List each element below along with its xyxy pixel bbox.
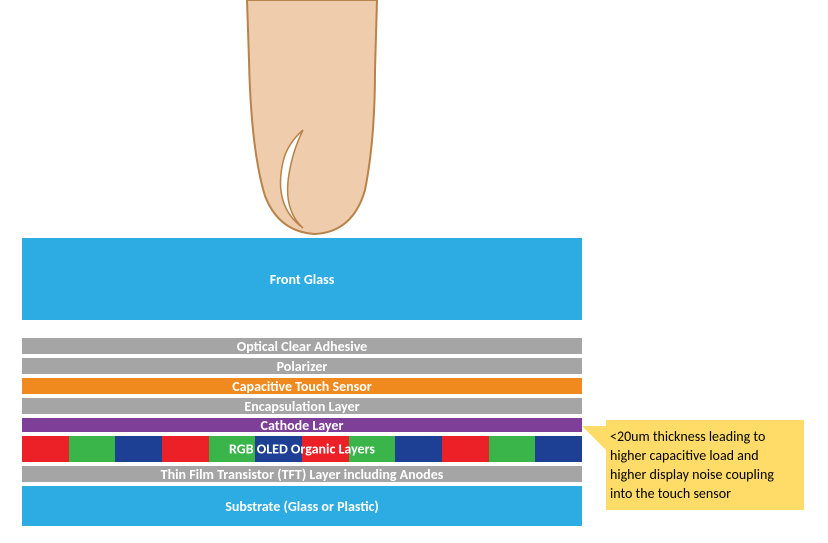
layer-rgb-oled: RGB OLED Organic Layers: [22, 434, 582, 462]
layer-cathode: Cathode Layer: [22, 416, 582, 432]
layer-label: Front Glass: [270, 271, 335, 288]
oled-stack-diagram: Front Glass Optical Clear Adhesive Polar…: [22, 0, 582, 543]
layer-touch-sensor: Capacitive Touch Sensor: [22, 376, 582, 394]
layer-label: Cathode Layer: [261, 417, 344, 434]
layer-front-glass: Front Glass: [22, 238, 582, 320]
layer-substrate: Substrate (Glass or Plastic): [22, 484, 582, 526]
layer-oca: Optical Clear Adhesive: [22, 336, 582, 354]
layer-label: Encapsulation Layer: [244, 398, 359, 415]
layer-tft: Thin Film Transistor (TFT) Layer includi…: [22, 464, 582, 482]
layer-polarizer: Polarizer: [22, 356, 582, 374]
layer-label: Capacitive Touch Sensor: [232, 378, 372, 395]
callout-text: <20um thickness leading to higher capaci…: [610, 428, 794, 504]
thickness-callout: <20um thickness leading to higher capaci…: [582, 420, 804, 510]
layer-encapsulation: Encapsulation Layer: [22, 396, 582, 414]
layer-label: Thin Film Transistor (TFT) Layer includi…: [161, 466, 444, 483]
layer-label: Polarizer: [277, 358, 328, 375]
layer-label: Optical Clear Adhesive: [237, 338, 367, 355]
layer-label: RGB OLED Organic Layers: [22, 441, 582, 458]
finger-illustration: [207, 0, 417, 238]
layer-label: Substrate (Glass or Plastic): [225, 498, 378, 515]
